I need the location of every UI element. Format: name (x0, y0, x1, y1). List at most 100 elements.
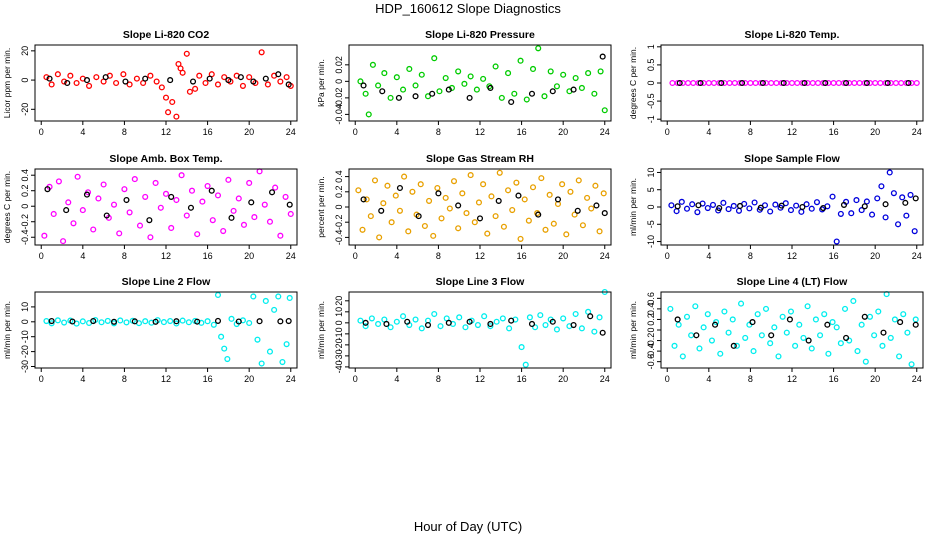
data-point (136, 222, 144, 229)
data-point (600, 190, 607, 197)
flagged-slopes-series (362, 313, 606, 336)
y-axis-label: degrees C per min. (2, 171, 12, 243)
data-point (689, 201, 696, 208)
data-point (738, 300, 745, 307)
y-axis-label: ml/min per min. (628, 178, 638, 236)
data-point (773, 79, 780, 87)
data-point (442, 74, 449, 82)
data-point (898, 79, 905, 87)
data-point (426, 197, 433, 204)
x-tick-label: 8 (436, 127, 441, 137)
data-point (442, 194, 449, 201)
panel-5: Slope Gas Stream RH percent per min. 0 4 8 12… (316, 153, 612, 261)
data-point (224, 356, 231, 363)
data-point (430, 232, 437, 239)
data-point (697, 79, 704, 87)
data-point (90, 318, 97, 325)
y-tick-label: -0.4 (20, 229, 30, 245)
data-point (587, 313, 594, 320)
data-point (467, 172, 474, 179)
data-point (196, 72, 203, 79)
data-point (863, 198, 870, 205)
x-tick-label: 8 (122, 374, 127, 384)
data-point (388, 219, 395, 226)
data-point (542, 226, 549, 233)
data-point (875, 308, 882, 315)
data-point (787, 308, 795, 315)
data-point (716, 204, 723, 212)
data-point (74, 173, 81, 180)
data-point (120, 71, 127, 78)
data-point (560, 71, 567, 78)
data-point (820, 204, 827, 212)
data-point (142, 193, 149, 200)
data-point (521, 196, 528, 203)
x-tick-label: 16 (517, 251, 527, 261)
data-point (476, 215, 484, 222)
data-point (808, 205, 815, 212)
panel-8: Slope Line 3 Flow ml/min per min. 0 4 8 12 16 2… (316, 276, 612, 384)
data-point (474, 321, 481, 329)
data-point (696, 345, 703, 352)
data-point (908, 361, 915, 368)
data-point (192, 85, 199, 92)
data-point (445, 86, 452, 93)
y-tick-label: 0.2 (334, 186, 344, 199)
x-tick-label: 20 (870, 251, 880, 261)
y-tick-label: 1 (646, 44, 656, 49)
data-point (511, 90, 518, 97)
data-point (360, 82, 367, 89)
data-point (61, 319, 68, 326)
data-point (508, 98, 515, 106)
y-tick-label: 0.02 (334, 56, 344, 74)
data-point (237, 74, 244, 81)
y-tick-label: -0.04 (334, 104, 344, 125)
data-point (421, 222, 428, 230)
data-point (563, 231, 570, 238)
data-point (913, 79, 920, 87)
y-tick-label: 0.2 (646, 313, 656, 326)
data-point (202, 79, 209, 87)
y-tick-label: 0.4 (646, 303, 656, 316)
data-point (157, 204, 164, 211)
data-point (450, 178, 458, 185)
data-point (892, 79, 900, 87)
data-point (856, 79, 863, 87)
data-point (214, 81, 222, 88)
data-point (153, 78, 160, 85)
data-point (575, 177, 582, 184)
data-point (266, 348, 274, 355)
data-point (455, 225, 462, 232)
data-point (574, 207, 581, 214)
y-tick-label: 0.4 (334, 170, 344, 183)
data-point (146, 217, 153, 224)
x-tick-label: 20 (244, 251, 254, 261)
data-point (429, 90, 436, 97)
data-point (262, 297, 269, 304)
data-point (841, 305, 849, 312)
data-point (254, 336, 261, 343)
y-tick-label: 0 (646, 204, 656, 209)
data-point (830, 79, 837, 87)
data-point (673, 208, 680, 215)
data-point (102, 74, 109, 81)
panel-title: Slope Amb. Box Temp. (109, 153, 222, 165)
data-point (578, 325, 585, 332)
data-point (559, 181, 566, 188)
data-point (393, 318, 400, 325)
data-point (717, 350, 724, 357)
data-point (692, 303, 699, 310)
x-tick-label: 24 (600, 251, 610, 261)
plot-frame (34, 44, 298, 122)
y-tick-label: 0.4 (20, 169, 30, 182)
data-point (578, 84, 585, 92)
x-tick-label: 4 (394, 251, 399, 261)
data-point (812, 316, 819, 323)
y-tick-label: 20 (20, 46, 30, 56)
data-point (471, 219, 478, 226)
data-point (412, 316, 419, 323)
x-tick-label: 0 (665, 127, 670, 137)
data-point (588, 205, 595, 212)
x-tick-label: 24 (286, 374, 296, 384)
data-point (787, 207, 795, 214)
